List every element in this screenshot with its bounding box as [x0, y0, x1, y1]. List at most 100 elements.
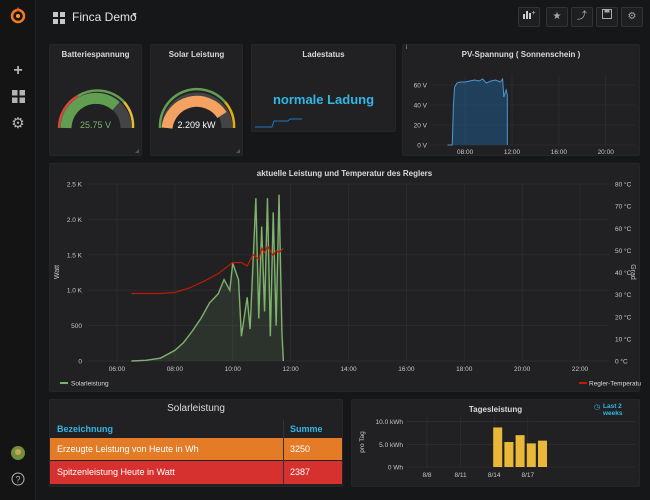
plus-icon[interactable]: +	[13, 62, 23, 79]
resize-handle[interactable]	[236, 149, 240, 153]
x-tick-label: 18:00	[456, 366, 473, 373]
bar	[526, 443, 536, 467]
column-divider	[283, 420, 284, 484]
resize-handle[interactable]	[135, 149, 139, 153]
daily-panel: Tagesleistung ◷ Last 2 weeks 0 Wh 5.0 kWh…	[351, 399, 640, 487]
x-tick-label: 8/14	[488, 472, 501, 479]
y-tick-label: 20 V	[414, 123, 428, 130]
table-row: Erzeugte Leistung von Heute in Wh 3250	[50, 438, 342, 460]
y-tick-label: 0 V	[417, 143, 427, 150]
panel-title: Solar Leistung	[168, 50, 225, 59]
dashboard-grid-icon	[53, 11, 65, 29]
y2-tick-label: 20 °C	[615, 313, 632, 321]
y-axis-label: pro Tag	[359, 431, 366, 453]
svg-text:+: +	[531, 10, 535, 17]
y-tick-label: 1.5 K	[67, 252, 83, 259]
solar-value: 2.209 kW	[177, 120, 216, 130]
navbar: Finca Demo ▼ + ★ ⤴ ⚙	[36, 0, 650, 36]
y-tick-label: 2.5 K	[67, 182, 83, 189]
battery-gauge	[57, 89, 135, 129]
x-tick-label: 08:00	[167, 366, 184, 373]
solar-gauge	[158, 87, 236, 129]
bar	[493, 427, 503, 467]
row-value: 3250	[290, 444, 311, 454]
bar	[515, 435, 525, 467]
gear-icon[interactable]: ⚙	[11, 115, 25, 132]
dashboards-icon[interactable]	[0, 90, 36, 108]
clock-icon: ◷	[594, 404, 601, 411]
x-tick-label: 8/11	[455, 472, 468, 479]
y-tick-label: 5.0 kWh	[379, 442, 403, 449]
x-tick-label: 14:00	[340, 366, 357, 373]
y2-tick-label: 70 °C	[615, 203, 632, 211]
y2-tick-label: 60 °C	[615, 225, 632, 233]
x-tick-label: 06:00	[109, 366, 126, 373]
y-tick-label: 0	[78, 359, 82, 366]
pv-chart: 0 V 20 V 40 V 60 V 08:00 12:00 16:00 20:00	[414, 75, 635, 156]
x-tick-label: 10:00	[225, 366, 242, 373]
y-tick-label: 2.0 K	[67, 217, 83, 224]
y2-tick-label: 40 °C	[615, 269, 632, 277]
x-tick-label: 8/8	[422, 472, 431, 479]
series-line-regler-temperatur	[131, 244, 284, 295]
table-header-value[interactable]: Summe	[290, 424, 323, 434]
add-panel-button[interactable]: +	[518, 7, 540, 27]
panel-title: aktuelle Leistung und Temperatur des Reg…	[256, 169, 433, 178]
x-tick-label: 20:00	[598, 149, 615, 156]
y-tick-label: 60 V	[414, 83, 428, 90]
y-tick-label: 0 Wh	[388, 465, 404, 472]
table-panel: Solarleistung Bezeichnung Summe Erzeugte…	[49, 399, 343, 487]
y-tick-label: 500	[71, 323, 82, 330]
row-value: 2387	[290, 467, 311, 477]
dashboard-title[interactable]: Finca Demo	[72, 10, 137, 24]
main-graph-panel: aktuelle Leistung und Temperatur des Reg…	[49, 163, 641, 392]
x-tick-label: 8/17	[521, 472, 534, 479]
row-label: Erzeugte Leistung von Heute in Wh	[57, 444, 199, 454]
y-tick-label: 10.0 kWh	[376, 419, 404, 426]
table-header-label[interactable]: Bezeichnung	[57, 424, 114, 434]
x-tick-label: 22:00	[572, 366, 589, 373]
y-tick-label: 1.0 K	[67, 288, 83, 295]
x-tick-label: 08:00	[457, 149, 474, 156]
panel-title: Tagesleistung	[468, 405, 523, 414]
panel-title: Ladestatus	[302, 50, 345, 59]
table-row: Spitzenleistung Heute in Watt 2387	[50, 461, 342, 484]
y2-tick-label: 30 °C	[615, 291, 632, 299]
battery-panel: Batteriespannung 25.75 V	[49, 44, 142, 156]
share-icon[interactable]: ⤴	[571, 7, 593, 27]
series-area	[131, 194, 284, 361]
x-tick-label: 12:00	[504, 149, 521, 156]
main-chart: 0 500 1.0 K 1.5 K 2.0 K 2.5 K 0 °C 10 °C 20 °C 30…	[54, 181, 641, 388]
y2-tick-label: 0 °C	[615, 358, 628, 366]
y2-tick-label: 10 °C	[615, 335, 632, 343]
panel-title: Solarleistung	[167, 403, 225, 414]
pv-panel: i PV-Spannung ( Sonnenschein ) 0 V 20 V 40…	[402, 44, 640, 156]
status-sparkline	[255, 118, 302, 128]
grafana-logo-icon[interactable]	[0, 6, 36, 29]
x-tick-label: 12:00	[282, 366, 299, 373]
solar-panel: Solar Leistung 2.209 kW	[150, 44, 243, 156]
series-area	[447, 79, 508, 145]
status-value: normale Ladung	[272, 92, 375, 107]
side-menu: + ⚙ ?	[0, 0, 36, 500]
y-tick-label: 40 V	[414, 103, 428, 110]
star-icon[interactable]: ★	[546, 7, 568, 27]
x-tick-label: 20:00	[514, 366, 531, 373]
help-icon[interactable]: ?	[0, 472, 36, 491]
avatar[interactable]	[0, 446, 36, 465]
svg-text:?: ?	[15, 475, 20, 485]
save-icon[interactable]	[596, 7, 618, 27]
chevron-down-icon[interactable]: ▼	[131, 12, 138, 19]
row-label: Spitzenleistung Heute in Watt	[57, 467, 175, 477]
legend-label: Solarleistung	[71, 381, 109, 388]
panel-title: PV-Spannung ( Sonnenschein )	[461, 50, 581, 59]
x-tick-label: 16:00	[551, 149, 568, 156]
panel-title: Batteriespannung	[61, 50, 130, 59]
y2-tick-label: 80 °C	[615, 181, 632, 189]
y2-axis-label: Grad	[629, 264, 636, 280]
info-badge[interactable]: i	[406, 45, 408, 51]
settings-gear-icon[interactable]: ⚙	[621, 7, 643, 27]
time-range-label[interactable]: Last 2 weeks	[603, 403, 623, 417]
series-line	[447, 77, 508, 146]
battery-value: 25.75 V	[79, 120, 112, 130]
